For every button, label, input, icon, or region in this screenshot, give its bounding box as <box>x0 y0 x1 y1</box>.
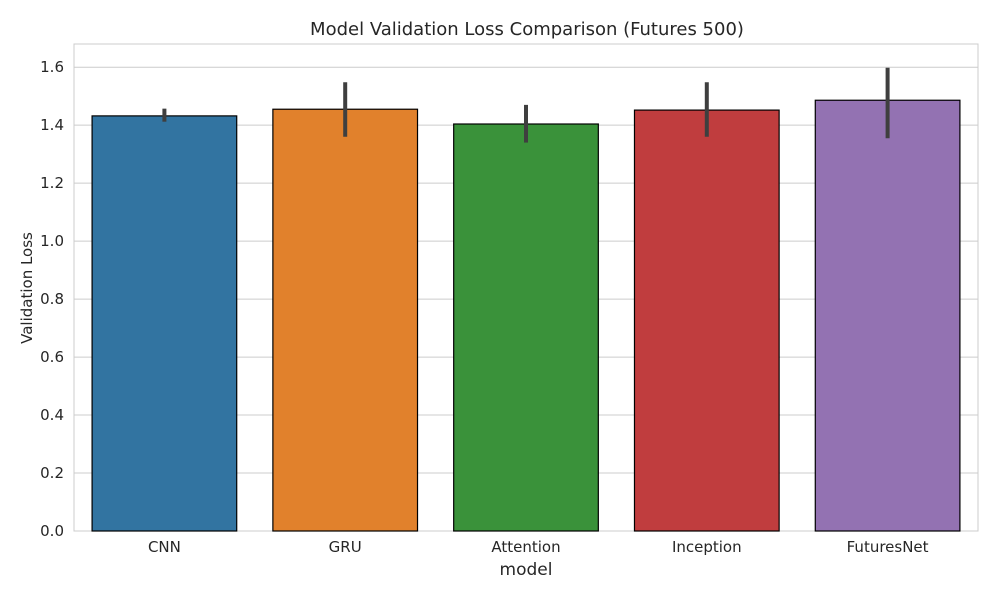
x-tick-label: CNN <box>148 538 181 556</box>
bar-inception <box>633 109 780 532</box>
bars <box>91 99 961 532</box>
y-tick-label: 0.4 <box>40 406 64 424</box>
y-tick-label: 1.2 <box>40 174 64 192</box>
x-axis-label: model <box>500 560 553 580</box>
y-tick-label: 0.8 <box>40 290 64 308</box>
y-tick-label: 0.0 <box>40 522 64 540</box>
y-axis-label: Validation Loss <box>18 232 36 344</box>
y-tick-label: 0.2 <box>40 464 64 482</box>
chart-title: Model Validation Loss Comparison (Future… <box>310 19 744 40</box>
y-tick-label: 1.0 <box>40 232 64 250</box>
x-tick-label: GRU <box>329 538 362 556</box>
x-tick-label: Inception <box>672 538 742 556</box>
y-tick-label: 1.4 <box>40 116 64 134</box>
x-axis-ticks: CNN GRU Attention Inception FuturesNet <box>148 538 929 556</box>
y-tick-label: 0.6 <box>40 348 64 366</box>
bar-futuresnet <box>814 99 961 532</box>
bar-gru <box>272 108 419 532</box>
bar-cnn <box>91 115 238 532</box>
x-tick-label: FuturesNet <box>847 538 929 556</box>
x-tick-label: Attention <box>491 538 560 556</box>
error-bars <box>162 67 890 143</box>
bar-attention <box>453 123 599 532</box>
y-tick-label: 1.6 <box>40 58 64 76</box>
y-axis-ticks: 0.0 0.2 0.4 0.6 0.8 1.0 1.2 1.4 1.6 <box>40 58 64 540</box>
